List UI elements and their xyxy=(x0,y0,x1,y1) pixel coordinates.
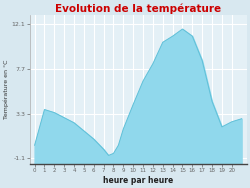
X-axis label: heure par heure: heure par heure xyxy=(103,176,173,185)
Y-axis label: Température en °C: Température en °C xyxy=(4,59,9,119)
Title: Evolution de la température: Evolution de la température xyxy=(55,3,221,14)
